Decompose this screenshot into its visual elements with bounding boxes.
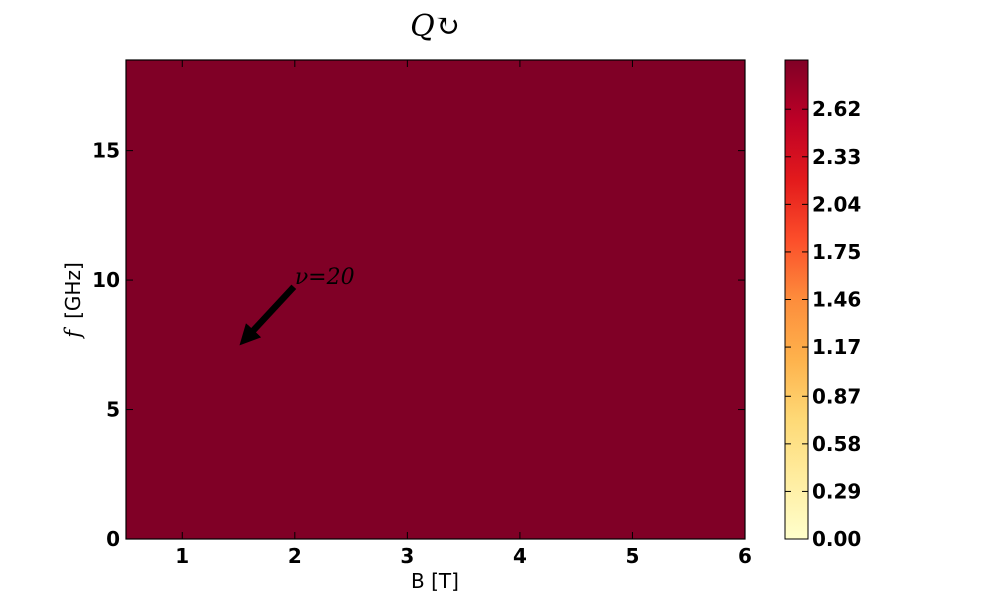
annotation-label: ν=20 (295, 265, 355, 290)
colorbar-tick-label: 1.46 (812, 288, 861, 312)
x-tick-label: 5 (625, 544, 639, 568)
colorbar-tick-label: 0.00 (812, 527, 861, 551)
svg-text:f [GHz]: f [GHz] (61, 262, 85, 340)
colorbar-tick-label: 2.04 (812, 192, 861, 216)
x-tick-label: 4 (513, 544, 527, 568)
y-axis-label: f [GHz] (61, 262, 85, 340)
x-tick-label: 1 (175, 544, 189, 568)
y-tick-label: 10 (92, 268, 120, 292)
y-tick-label: 5 (106, 398, 120, 422)
colorbar-axis: 0.00 0.29 0.58 0.87 1.17 1.46 1.75 2.04 2.33 2.62 (785, 97, 861, 551)
plot-frame (125, 59, 746, 540)
x-axis: 1 2 3 4 5 6 (175, 60, 752, 568)
chart-title: Q↻ (410, 9, 460, 44)
x-tick-label: 3 (400, 544, 414, 568)
y-axis-label-symbol: f (61, 327, 85, 340)
colorbar-tick-label: 0.58 (812, 432, 861, 456)
x-tick-label: 2 (288, 544, 302, 568)
colorbar-tick-label: 0.87 (812, 384, 861, 408)
x-axis-label: B [T] (411, 569, 459, 593)
y-axis-label-unit: [GHz] (61, 262, 85, 319)
y-tick-label: 0 (106, 527, 120, 551)
colorbar-tick-label: 1.75 (812, 240, 861, 264)
colorbar-tick-label: 1.17 (812, 335, 861, 359)
colorbar-tick-label: 2.62 (812, 97, 861, 121)
y-tick-label: 15 (92, 139, 120, 163)
annotation-arrow (239, 284, 297, 346)
colorbar-tick-label: 2.33 (812, 145, 861, 169)
heatmap-image (126, 60, 745, 539)
x-tick-label: 6 (738, 544, 752, 568)
colorbar-tick-label: 0.29 (812, 479, 861, 503)
y-axis: 0 5 10 15 (92, 139, 745, 551)
